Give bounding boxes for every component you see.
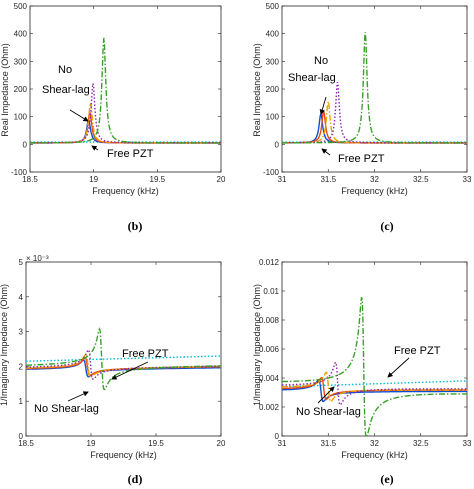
y-tick-label: 200 <box>14 85 28 94</box>
series-group <box>26 327 221 391</box>
y-tick-label: 500 <box>14 2 28 11</box>
annotation-label: No <box>314 55 328 67</box>
annotation-arrow <box>111 361 149 380</box>
series-line <box>282 380 467 388</box>
series-group <box>282 297 467 436</box>
y-tick-label: 0 <box>23 140 28 149</box>
x-tick-label: 32 <box>370 439 379 448</box>
series-line <box>282 32 467 144</box>
x-tick-label: 32.5 <box>413 439 429 448</box>
series-line <box>282 297 467 436</box>
y-tick-label: 100 <box>14 113 28 122</box>
series-line <box>30 37 221 144</box>
y-tick-label: 300 <box>266 57 280 66</box>
y-tick-label: 0 <box>19 432 24 441</box>
x-tick-label: 18.5 <box>18 439 34 448</box>
annotation-label: Free PZT <box>107 148 154 160</box>
series-group <box>30 37 221 144</box>
y-tick-label: -100 <box>11 168 28 177</box>
x-tick-label: 32.5 <box>413 175 429 184</box>
y-axis-label: Real Impedance (Ohm) <box>0 43 10 137</box>
y-tick-label: 300 <box>14 57 28 66</box>
plot-frame <box>281 5 468 173</box>
annotation-label: No Shear-lag <box>34 403 99 415</box>
chart-panel: 18.5 19 19.5 20 -100 0 100 200 300 400 500 Frequenc… <box>0 2 226 233</box>
annotation-arrow <box>69 109 89 122</box>
series-line <box>282 360 467 406</box>
y-tick-label: 0 <box>275 140 280 149</box>
x-tick-label: 33 <box>463 175 472 184</box>
y-tick-label: 4 <box>19 293 24 302</box>
annotation-label: Shear-lag <box>42 84 90 96</box>
panel-caption: (e) <box>380 472 393 486</box>
y-tick-label: 400 <box>14 30 28 39</box>
x-tick-label: 19 <box>89 175 98 184</box>
y-axis-label: Real Impedance (Ohm) <box>252 43 262 137</box>
annotation-label: No Shear-lag <box>296 406 361 418</box>
x-tick-label: 32 <box>370 175 379 184</box>
x-tick-label: 31 <box>278 439 287 448</box>
annotation-arrow <box>91 145 99 151</box>
annotation-arrow <box>321 148 331 156</box>
y-tick-label: 0.006 <box>259 345 280 354</box>
y-tick-label: 0.002 <box>259 403 280 412</box>
y-tick-label: 3 <box>19 328 24 337</box>
series-group <box>282 32 467 144</box>
x-tick-label: 19.5 <box>150 175 166 184</box>
x-tick-label: 33 <box>463 439 472 448</box>
x-tick-label: 18.5 <box>22 175 38 184</box>
y-tick-label: -100 <box>263 168 280 177</box>
y-tick-label: 2 <box>19 362 24 371</box>
x-tick-label: 20 <box>217 439 226 448</box>
annotation-label: Shear-lag <box>288 72 336 84</box>
annotation-label: Free PZT <box>394 345 441 357</box>
chart-panel: 31 31.5 32 32.5 33 0 0.002 0.004 0.006 0.008 0.01 0… <box>252 258 472 486</box>
x-axis-label: Frequency (kHz) <box>341 450 408 460</box>
annotation-label: No <box>58 64 72 76</box>
chart-panel: 18.5 19 19.5 20 0 1 2 3 4 5 × 10⁻³ Frequency (kHz) 1… <box>0 254 226 486</box>
series-line <box>26 327 221 391</box>
y-tick-label: 400 <box>266 30 280 39</box>
y-tick-label: 500 <box>266 2 280 11</box>
plot-frame <box>281 261 468 437</box>
annotation-arrow <box>67 391 89 402</box>
series-line <box>282 82 467 144</box>
y-exponent: × 10⁻³ <box>26 254 49 263</box>
x-axis-label: Frequency (kHz) <box>341 186 408 196</box>
y-axis-label: 1/Imaginary Impedance (Ohm) <box>0 284 9 406</box>
x-tick-label: 31 <box>278 175 287 184</box>
y-tick-label: 0 <box>275 432 280 441</box>
x-tick-label: 20 <box>217 175 226 184</box>
annotation-arrow <box>319 96 327 115</box>
x-axis-label: Frequency (kHz) <box>90 450 157 460</box>
chart-panel: 31 31.5 32 32.5 33 -100 0 100 200 300 400 500 Freque… <box>252 2 472 233</box>
panel-caption: (c) <box>380 219 393 233</box>
x-tick-label: 31.5 <box>320 175 336 184</box>
x-tick-label: 19 <box>87 439 96 448</box>
y-axis-label: 1/Imaginary Impedance (Ohm) <box>252 284 262 406</box>
y-tick-label: 1 <box>19 397 24 406</box>
y-tick-label: 5 <box>19 258 24 267</box>
y-tick-label: 100 <box>266 113 280 122</box>
plot-frame <box>29 5 222 173</box>
series-line <box>26 348 221 380</box>
plot-frame <box>25 261 222 437</box>
x-axis-label: Frequency (kHz) <box>92 186 159 196</box>
y-tick-label: 0.012 <box>259 258 280 267</box>
panel-caption: (d) <box>128 472 143 486</box>
annotation-arrow <box>317 386 335 404</box>
annotation-arrow <box>387 357 410 378</box>
annotation-label: Free PZT <box>122 348 169 360</box>
y-tick-label: 0.004 <box>259 374 280 383</box>
annotation-label: Free PZT <box>338 153 385 165</box>
panel-caption: (b) <box>128 219 143 233</box>
x-tick-label: 31.5 <box>320 439 336 448</box>
series-line <box>26 355 221 362</box>
x-tick-label: 19.5 <box>148 439 164 448</box>
y-tick-label: 0.01 <box>263 287 279 296</box>
y-tick-label: 200 <box>266 85 280 94</box>
y-tick-label: 0.008 <box>259 316 280 325</box>
